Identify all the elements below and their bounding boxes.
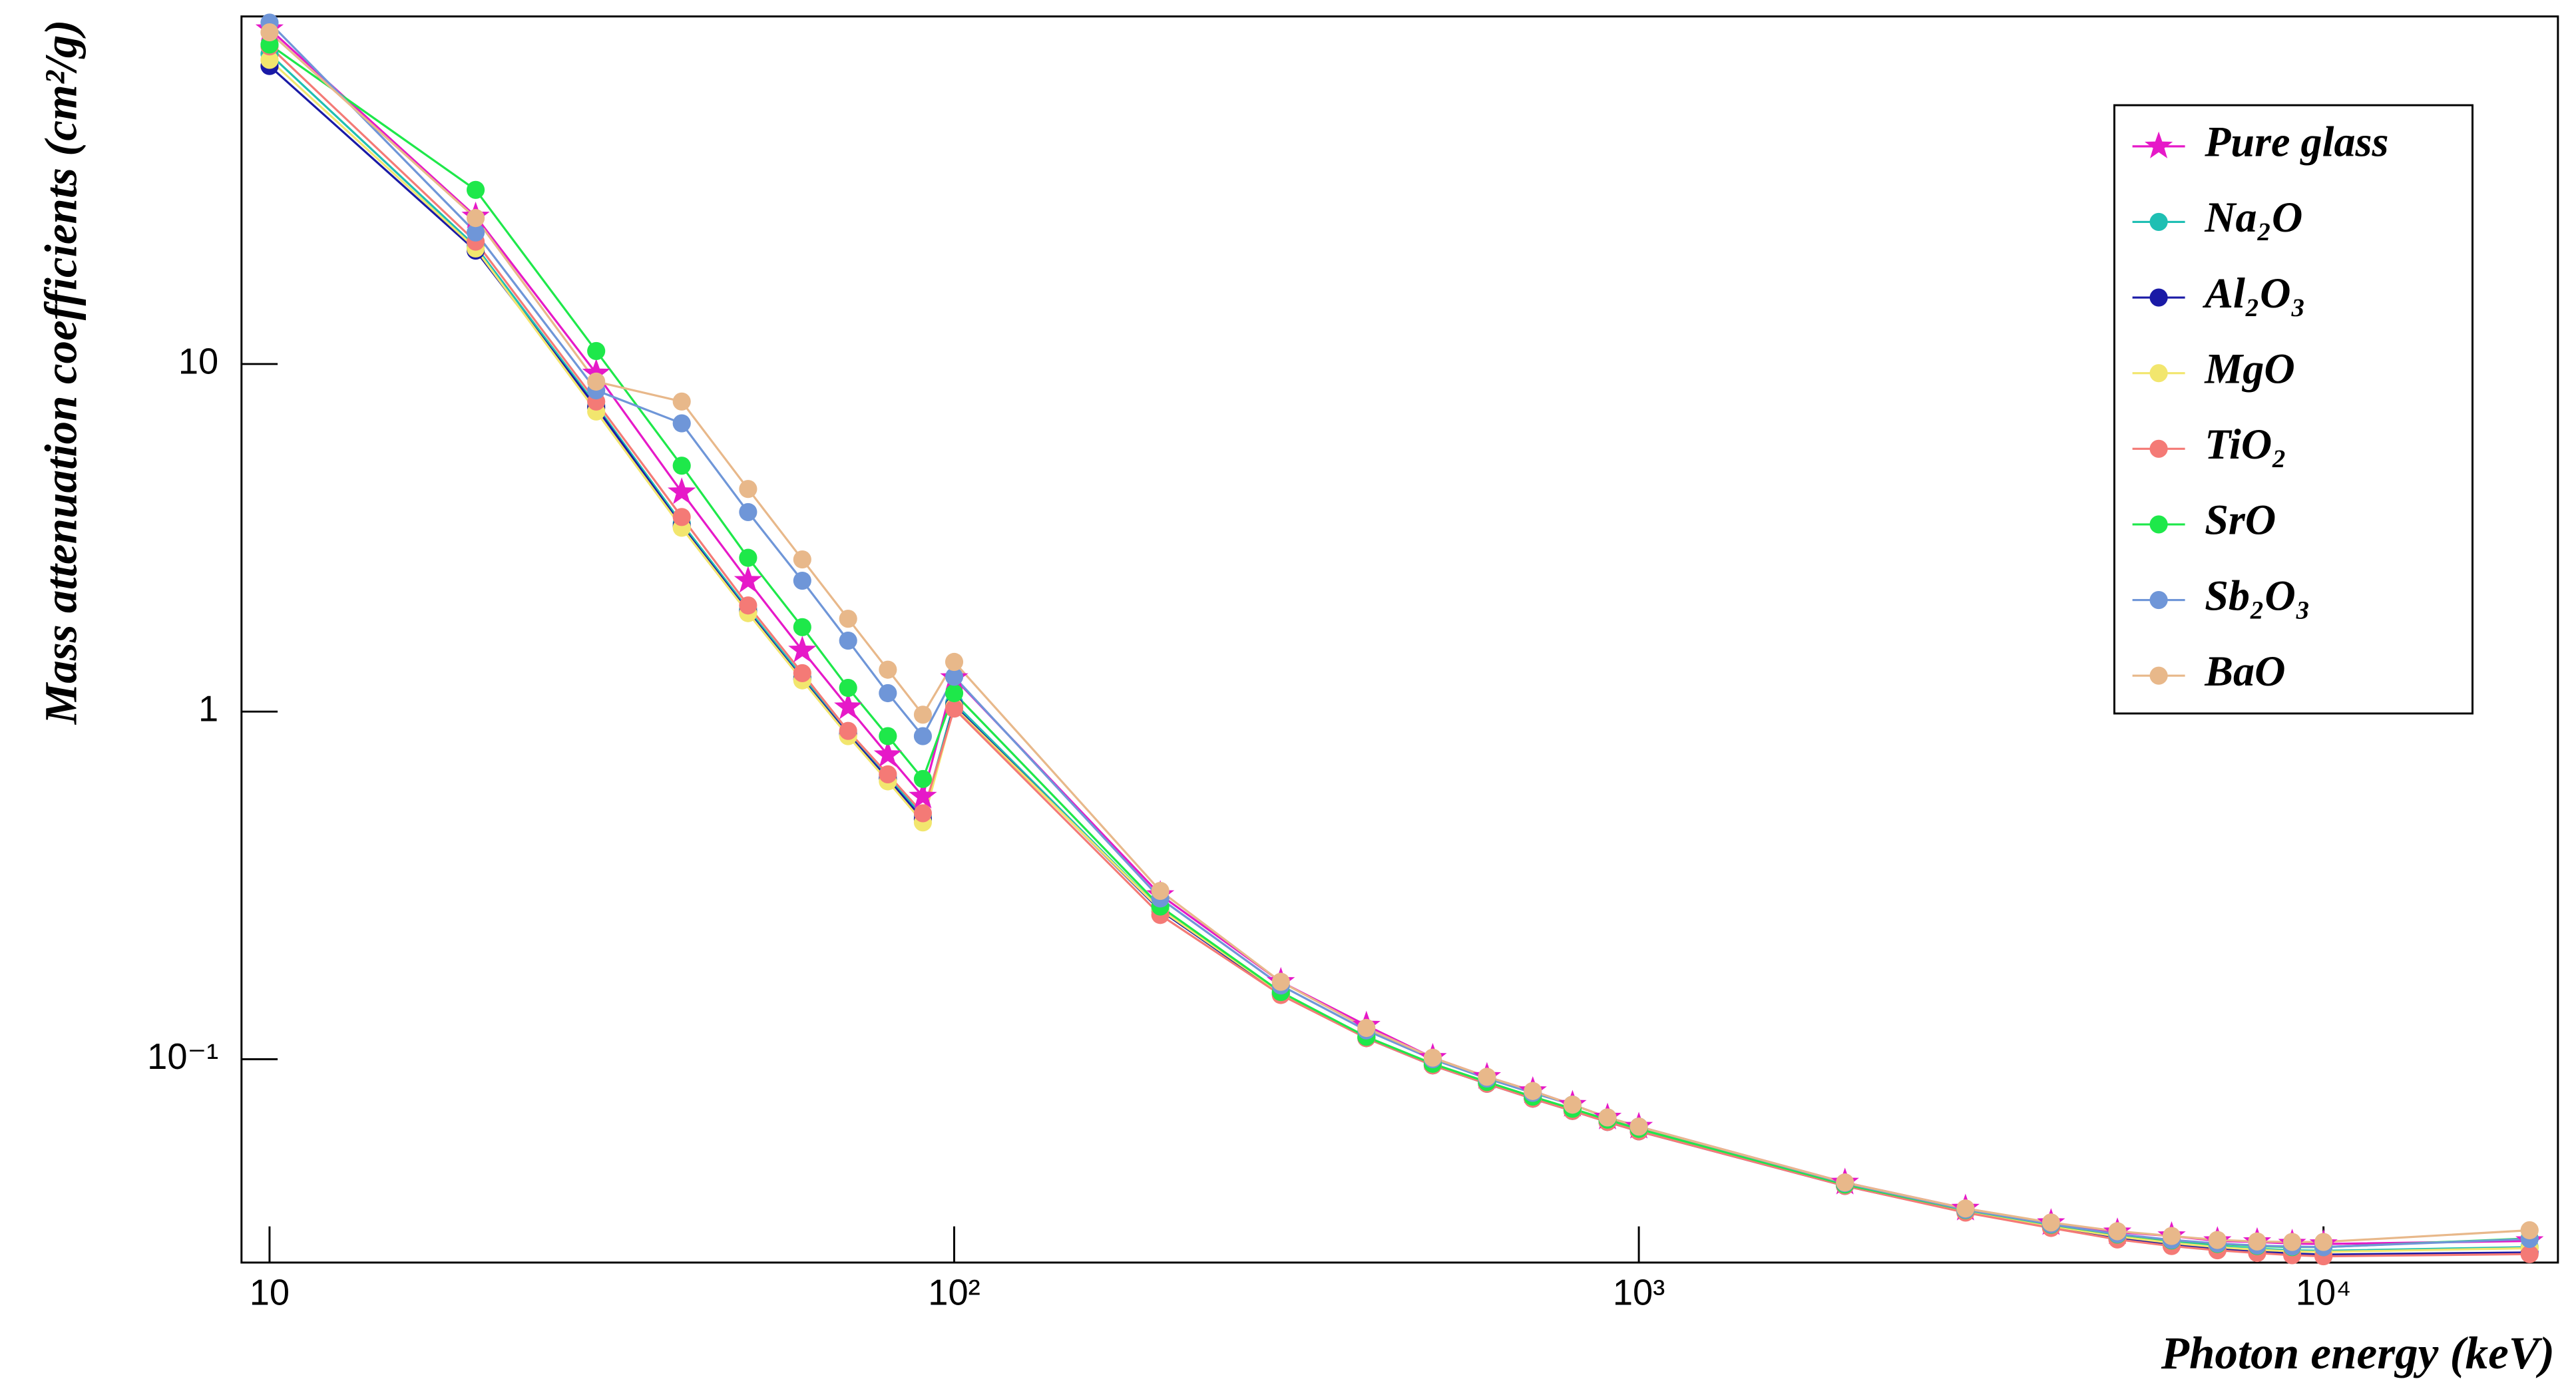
x-tick-label: 10 <box>250 1273 290 1313</box>
data-point <box>1598 1108 1617 1127</box>
x-tick-label: 10³ <box>1613 1273 1665 1313</box>
legend-label: Al₂O₃ <box>2202 270 2306 317</box>
data-point <box>2283 1233 2302 1251</box>
data-point <box>913 705 933 724</box>
legend-marker <box>2149 515 2168 534</box>
legend-marker <box>2144 131 2173 158</box>
data-point <box>913 769 933 789</box>
legend-marker <box>2149 288 2168 307</box>
data-point <box>1956 1199 1975 1218</box>
y-tick-label: 10⁻¹ <box>147 1036 218 1077</box>
data-point <box>1478 1068 1496 1086</box>
legend-label: SrO <box>2205 497 2276 544</box>
data-point <box>739 596 757 615</box>
data-point <box>879 684 897 703</box>
data-point <box>945 700 964 718</box>
data-point <box>672 457 691 475</box>
legend-marker <box>2149 666 2168 685</box>
data-point <box>839 632 857 650</box>
data-point <box>739 548 757 567</box>
data-point <box>945 684 964 703</box>
data-point <box>2208 1231 2227 1249</box>
x-tick-label: 10² <box>928 1273 980 1313</box>
data-point <box>672 392 691 411</box>
data-point <box>793 571 811 590</box>
data-point <box>834 692 863 719</box>
data-point <box>879 727 897 745</box>
data-point <box>672 414 691 433</box>
data-point <box>1357 1018 1376 1038</box>
data-point <box>793 618 811 636</box>
data-point <box>793 550 811 569</box>
plot-frame <box>240 15 2559 1264</box>
legend-label: TiO₂ <box>2205 421 2286 468</box>
data-point <box>2520 1245 2539 1263</box>
data-point <box>839 679 857 698</box>
data-point <box>466 209 485 228</box>
data-point <box>739 480 757 499</box>
y-tick-label: 10 <box>178 341 218 381</box>
legend-box <box>2113 104 2473 715</box>
data-point <box>2041 1213 2060 1232</box>
legend-label: MgO <box>2204 345 2294 392</box>
legend-marker <box>2149 439 2168 458</box>
data-point <box>879 660 897 679</box>
data-point <box>788 636 817 663</box>
data-point <box>793 664 811 683</box>
data-point <box>739 502 757 522</box>
data-point <box>582 358 610 385</box>
data-point <box>1271 972 1290 991</box>
data-point <box>913 804 933 823</box>
data-point <box>2520 1221 2539 1240</box>
data-point <box>2248 1232 2266 1251</box>
legend-marker <box>2149 212 2168 232</box>
data-point <box>945 652 964 672</box>
y-tick-label: 1 <box>198 689 218 729</box>
legend-label: Na₂O <box>2204 194 2302 241</box>
data-point <box>2314 1233 2333 1251</box>
x-axis-title: Photon energy (keV) <box>2161 1327 2555 1378</box>
legend-marker <box>2149 590 2168 610</box>
data-point <box>587 341 606 360</box>
data-point <box>260 51 279 69</box>
data-point <box>873 740 902 767</box>
data-point <box>913 727 933 745</box>
data-point <box>672 508 691 526</box>
data-point <box>734 566 763 593</box>
data-point <box>668 477 696 504</box>
data-point <box>1423 1048 1442 1067</box>
legend-label: Sb₂O₃ <box>2205 572 2310 619</box>
data-point <box>945 668 964 686</box>
data-point <box>879 765 897 784</box>
data-point <box>909 781 937 809</box>
data-point <box>2162 1227 2181 1245</box>
data-point <box>2108 1222 2127 1241</box>
data-point <box>1524 1082 1542 1100</box>
data-point <box>587 372 606 391</box>
data-point <box>466 180 485 199</box>
y-axis-title: Mass attenuation coefficients (cm²/g) <box>35 20 87 725</box>
data-point <box>1151 881 1170 900</box>
data-point <box>260 23 279 42</box>
data-point <box>466 223 485 242</box>
data-point <box>839 610 857 628</box>
legend-marker <box>2149 364 2168 383</box>
data-point <box>1836 1173 1854 1192</box>
data-point <box>1563 1096 1582 1114</box>
legend-label: BaO <box>2204 648 2285 695</box>
data-point <box>1629 1117 1648 1136</box>
legend-label: Pure glass <box>2204 118 2388 166</box>
data-point <box>839 721 857 740</box>
x-tick-label: 10⁴ <box>2296 1273 2352 1313</box>
